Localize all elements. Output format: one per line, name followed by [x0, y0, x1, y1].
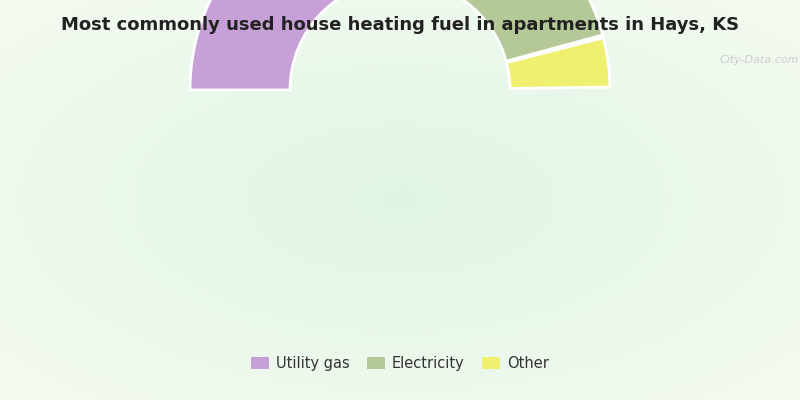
Wedge shape — [190, 0, 398, 90]
Legend: Utility gas, Electricity, Other: Utility gas, Electricity, Other — [246, 350, 554, 377]
Bar — [792, 0, 800, 400]
Bar — [0, 0, 8, 400]
Text: City-Data.com: City-Data.com — [720, 55, 799, 65]
Wedge shape — [400, 0, 602, 61]
Bar — [0, 0, 800, 8]
Wedge shape — [506, 38, 610, 88]
Bar — [0, 392, 800, 400]
Text: Most commonly used house heating fuel in apartments in Hays, KS: Most commonly used house heating fuel in… — [61, 16, 739, 34]
